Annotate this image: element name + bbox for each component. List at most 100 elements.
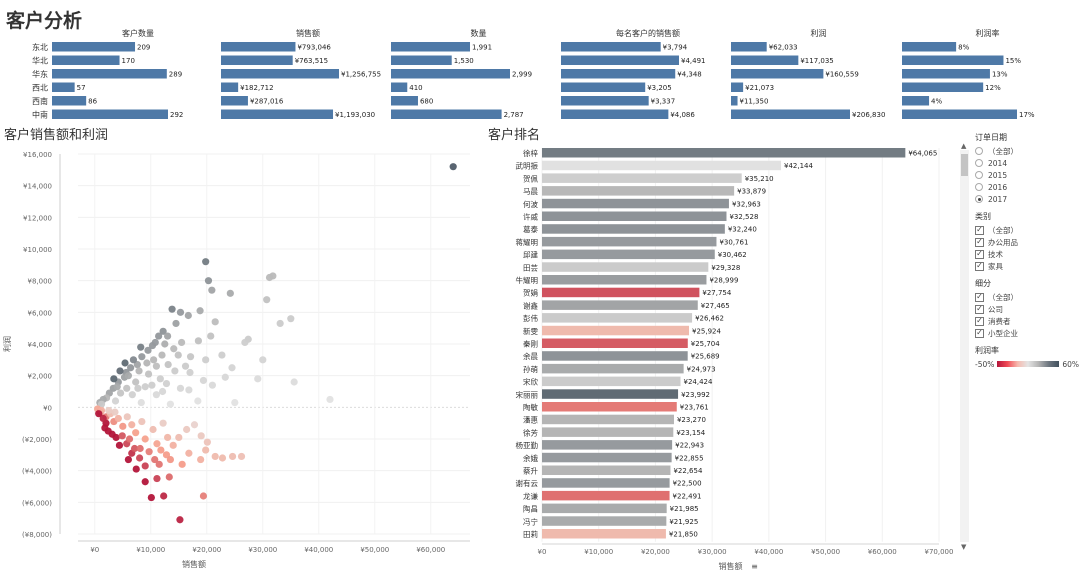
checkbox-icon[interactable]: ✓ (975, 316, 984, 326)
order-date-option[interactable]: 2014 (975, 157, 1080, 169)
scatter-point (326, 395, 334, 404)
region-bar (52, 82, 75, 92)
customer-rank-chart[interactable]: ¥0 ¥10,000 ¥20,000 ¥30,000 ¥40,000 ¥50,000 ¥60… (486, 142, 960, 574)
scatter-point (119, 422, 127, 430)
rank-scrollbar[interactable]: ▲ ▼ (960, 142, 969, 551)
scatter-point (165, 473, 173, 481)
rank-bar-label: ¥24,973 (687, 365, 716, 373)
order-date-option[interactable]: 2016 (975, 181, 1080, 193)
segment-option[interactable]: ✓ 小型企业 (975, 327, 1080, 339)
rank-bar (542, 363, 684, 374)
region-bar-label: ¥3,794 (663, 44, 688, 52)
scroll-up-icon[interactable]: ▲ (961, 142, 967, 150)
category-filter: ✓ （全部） ✓ 办公用品 ✓ 技术 ✓ 家具 (975, 224, 1080, 272)
filter-panel: 订单日期 （全部） 2014 2015 2016 2017 类别 ✓ （全部） ✓ 办公用品 ✓… (975, 126, 1080, 546)
order-date-option[interactable]: 2015 (975, 169, 1080, 181)
rank-customer-label: 葛泰 (523, 224, 538, 234)
radio-icon[interactable] (975, 183, 983, 191)
region-bar (221, 82, 239, 92)
rank-bar (542, 465, 671, 475)
scatter-point (134, 384, 142, 392)
rank-bar (542, 300, 698, 310)
scatter-y-tick: ¥4,000 (28, 341, 53, 349)
category-option[interactable]: ✓ 家具 (975, 260, 1080, 272)
scatter-point (137, 398, 145, 407)
region-bar (902, 82, 984, 92)
scatter-point (185, 449, 193, 457)
scatter-point (164, 332, 172, 340)
sort-icon: ≡ (751, 562, 758, 571)
scatter-point (141, 462, 149, 470)
scatter-point (143, 359, 151, 367)
scatter-point (241, 338, 249, 347)
segment-option[interactable]: ✓ 消费者 (975, 315, 1080, 327)
segment-option[interactable]: ✓ 公司 (975, 303, 1080, 315)
checkbox-icon[interactable]: ✓ (975, 225, 984, 235)
scatter-point (186, 353, 195, 361)
rank-customer-label: 贺娟 (523, 288, 538, 298)
rank-customer-label: 新雯 (523, 326, 538, 336)
region-bar (902, 42, 957, 52)
rank-bar (542, 402, 677, 412)
scatter-chart[interactable]: ¥16,000 ¥14,000 ¥12,000 ¥10,000 ¥8,000 ¥6,000… (0, 142, 480, 574)
rank-customer-label: 贺佩 (523, 173, 538, 183)
rank-customer-label: 田芸 (523, 262, 538, 272)
scatter-point (172, 319, 180, 328)
checkbox-icon[interactable]: ✓ (975, 261, 984, 271)
scatter-y-tick: (¥4,000) (22, 468, 52, 476)
scatter-point (158, 387, 167, 396)
rank-customer-label: 秦刚 (523, 339, 538, 349)
rank-bar (542, 351, 688, 361)
option-label: 2015 (988, 170, 1008, 180)
region-bar-label: 1,530 (454, 57, 474, 65)
category-option[interactable]: ✓ 技术 (975, 248, 1080, 260)
category-option[interactable]: ✓ 办公用品 (975, 236, 1080, 248)
radio-icon[interactable] (975, 159, 983, 167)
scatter-point (135, 367, 143, 375)
category-option[interactable]: ✓ （全部） (975, 224, 1080, 236)
checkbox-icon[interactable]: ✓ (975, 304, 984, 314)
option-label: 技术 (988, 249, 1003, 259)
scatter-point (237, 452, 246, 461)
scatter-point (196, 307, 204, 315)
region-bar (561, 109, 669, 119)
radio-icon[interactable] (975, 195, 983, 203)
rank-bar-label: ¥42,144 (784, 162, 813, 170)
scroll-down-icon[interactable]: ▼ (961, 543, 967, 551)
segment-option[interactable]: ✓ （全部） (975, 291, 1080, 303)
rank-bar-label: ¥32,528 (729, 213, 758, 221)
scatter-point (104, 427, 112, 435)
scatter-point (204, 277, 213, 285)
scatter-point (159, 419, 167, 427)
checkbox-icon[interactable]: ✓ (975, 237, 984, 247)
region-bar (52, 109, 168, 119)
order-date-option[interactable]: （全部） (975, 145, 1080, 157)
scatter-point (171, 367, 179, 375)
scatter-point (276, 319, 284, 328)
rank-bar (542, 287, 700, 298)
region-bar (561, 82, 646, 92)
scatter-point (176, 516, 184, 524)
radio-icon[interactable] (975, 171, 983, 179)
scatter-y-tick: ¥12,000 (23, 214, 52, 222)
scatter-point (125, 435, 134, 443)
scatter-point (226, 289, 234, 297)
checkbox-icon[interactable]: ✓ (975, 292, 984, 302)
rank-customer-label: 武明振 (516, 161, 539, 171)
checkbox-icon[interactable]: ✓ (975, 249, 984, 259)
scatter-point (113, 383, 121, 391)
scatter-point (218, 351, 226, 359)
scatter-point (211, 452, 219, 461)
region-label: 西北 (32, 84, 48, 93)
rank-customer-label: 彭伟 (523, 313, 538, 323)
checkbox-icon[interactable]: ✓ (975, 328, 984, 338)
order-date-option[interactable]: 2017 (975, 193, 1080, 205)
scatter-point (147, 493, 155, 502)
region-bar-label: ¥763,515 (295, 57, 328, 65)
region-bar-label: 86 (88, 98, 97, 106)
scroll-thumb[interactable] (961, 154, 968, 176)
scatter-point (130, 444, 139, 453)
region-bar-label: ¥3,337 (651, 98, 676, 106)
radio-icon[interactable] (975, 147, 983, 155)
